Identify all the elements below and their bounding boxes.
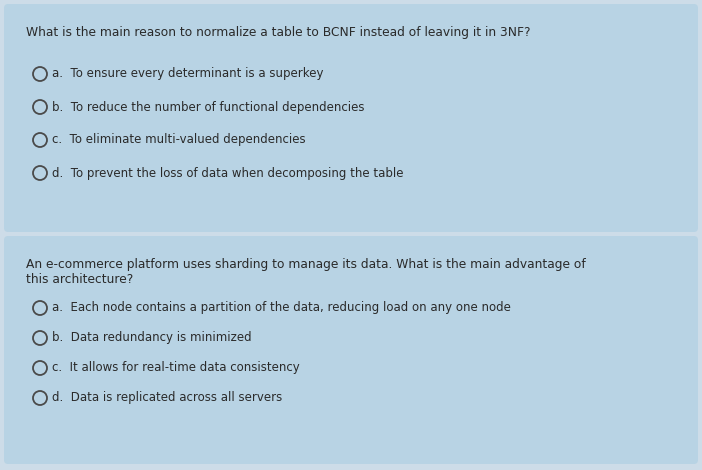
Text: a.  Each node contains a partition of the data, reducing load on any one node: a. Each node contains a partition of the… [52,301,511,314]
Text: b.  Data redundancy is minimized: b. Data redundancy is minimized [52,331,251,345]
FancyBboxPatch shape [4,4,698,232]
Text: c.  It allows for real-time data consistency: c. It allows for real-time data consiste… [52,361,300,375]
Text: this architecture?: this architecture? [26,273,133,286]
Text: What is the main reason to normalize a table to BCNF instead of leaving it in 3N: What is the main reason to normalize a t… [26,26,531,39]
Text: d.  Data is replicated across all servers: d. Data is replicated across all servers [52,392,282,405]
Text: d.  To prevent the loss of data when decomposing the table: d. To prevent the loss of data when deco… [52,166,404,180]
Text: b.  To reduce the number of functional dependencies: b. To reduce the number of functional de… [52,101,364,113]
Text: c.  To eliminate multi-valued dependencies: c. To eliminate multi-valued dependencie… [52,133,305,147]
Text: An e-commerce platform uses sharding to manage its data. What is the main advant: An e-commerce platform uses sharding to … [26,258,585,271]
Text: a.  To ensure every determinant is a superkey: a. To ensure every determinant is a supe… [52,68,324,80]
FancyBboxPatch shape [4,236,698,464]
